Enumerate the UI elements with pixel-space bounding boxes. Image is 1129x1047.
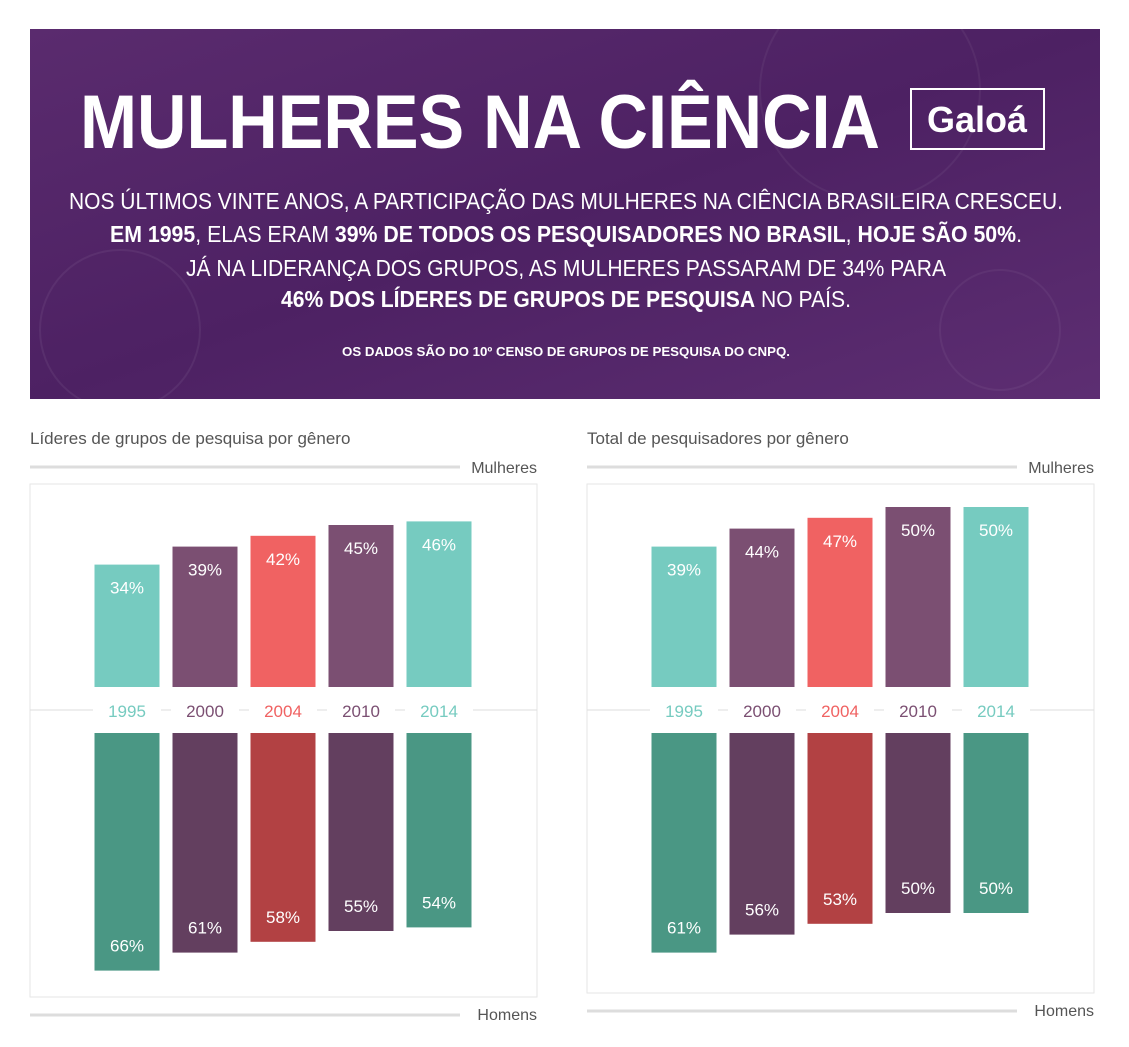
bar [94,733,160,971]
bar [406,521,472,687]
intro-segment: EM 1995 [110,221,195,247]
label-bg [884,700,952,720]
value-label: 50% [979,521,1013,540]
value-label: 61% [667,919,701,938]
value-label: 56% [745,901,779,920]
bar [250,733,316,942]
value-label: 50% [901,521,935,540]
intro-line: JÁ NA LIDERANÇA DOS GRUPOS, AS MULHERES … [186,255,947,281]
bar [729,528,795,687]
logo: Galoá [927,99,1028,140]
bar [406,733,472,928]
value-label: 45% [344,539,378,558]
note: OS DADOS SÃO DO 10º CENSO DE GRUPOS DE P… [342,344,790,359]
value-label: 50% [901,879,935,898]
value-label: 54% [422,893,456,912]
title: MULHERES NA CIÊNCIA [80,79,880,165]
intro-line: NOS ÚLTIMOS VINTE ANOS, A PARTICIPAÇÃO D… [69,188,1063,214]
decoration [39,249,201,411]
intro-segment: 39% DE TODOS OS PESQUISADORES NO BRASIL [335,221,846,247]
intro-segment: , ELAS ERAM [195,221,335,247]
intro-line: EM 1995, ELAS ERAM 39% DE TODOS OS PESQU… [110,220,1022,247]
decoration [939,269,1061,391]
category-label: 1995 [108,702,146,721]
category-label: 2010 [342,702,380,721]
bar [807,733,873,924]
category-label: 1995 [665,702,703,721]
value-label: 55% [344,897,378,916]
bar [807,517,873,687]
value-label: 58% [266,908,300,927]
bar [729,733,795,935]
chart-title: Total de pesquisadores por gênero [587,429,849,448]
intro-segment: . [1016,221,1022,247]
value-label: 39% [188,561,222,580]
value-label: 61% [188,919,222,938]
category-label: 2014 [977,702,1015,721]
category-label: 2004 [264,702,302,721]
label-bg [806,700,874,720]
bar [963,733,1029,913]
bar [250,535,316,687]
bar [885,733,951,913]
value-label: 34% [110,579,144,598]
value-label: 46% [422,535,456,554]
label-bg [962,700,1030,720]
bar [94,564,160,687]
bar [963,507,1029,687]
banner-bg [30,29,1100,399]
category-label: 2010 [899,702,937,721]
value-label: 50% [979,879,1013,898]
label-bg [405,700,473,720]
legend-top: Mulheres [1028,460,1094,477]
intro-segment: NO PAÍS. [755,286,851,312]
bar [885,507,951,687]
category-label: 2014 [420,702,458,721]
label-bg [327,700,395,720]
bar [172,546,238,687]
chart: Líderes de grupos de pesquisa por gênero… [29,429,538,1024]
label-bg [249,700,317,720]
intro: NOS ÚLTIMOS VINTE ANOS, A PARTICIPAÇÃO D… [69,188,1063,312]
label-bg [171,700,239,720]
intro-segment: JÁ NA LIDERANÇA DOS GRUPOS, AS MULHERES … [186,255,947,281]
category-label: 2004 [821,702,859,721]
category-label: 2000 [186,702,224,721]
legend-bottom: Homens [477,1007,537,1024]
label-bg [728,700,796,720]
chart: Total de pesquisadores por gênero Mulhere… [586,429,1095,1020]
label-bg [93,700,161,720]
bar [651,546,717,687]
category-label: 2000 [743,702,781,721]
value-label: 39% [667,561,701,580]
bar [172,733,238,953]
legend-bottom: Homens [1034,1003,1094,1020]
intro-line: 46% DOS LÍDERES DE GRUPOS DE PESQUISA NO… [281,285,851,312]
intro-segment: 46% DOS LÍDERES DE GRUPOS DE PESQUISA [281,285,755,312]
bar [328,733,394,931]
intro-segment: HOJE SÃO 50% [857,220,1016,247]
value-label: 66% [110,937,144,956]
value-label: 44% [745,543,779,562]
chart-title: Líderes de grupos de pesquisa por gênero [30,429,350,448]
intro-segment: , [846,221,858,247]
banner: MULHERES NA CIÊNCIA Galoá NOS ÚLTIMOS VI… [30,0,1100,411]
bar [651,733,717,953]
label-bg [650,700,718,720]
legend-top: Mulheres [471,460,537,477]
value-label: 47% [823,532,857,551]
value-label: 42% [266,550,300,569]
intro-segment: NOS ÚLTIMOS VINTE ANOS, A PARTICIPAÇÃO D… [69,188,1063,214]
bar [328,525,394,687]
value-label: 53% [823,890,857,909]
logo-box [910,88,1045,150]
